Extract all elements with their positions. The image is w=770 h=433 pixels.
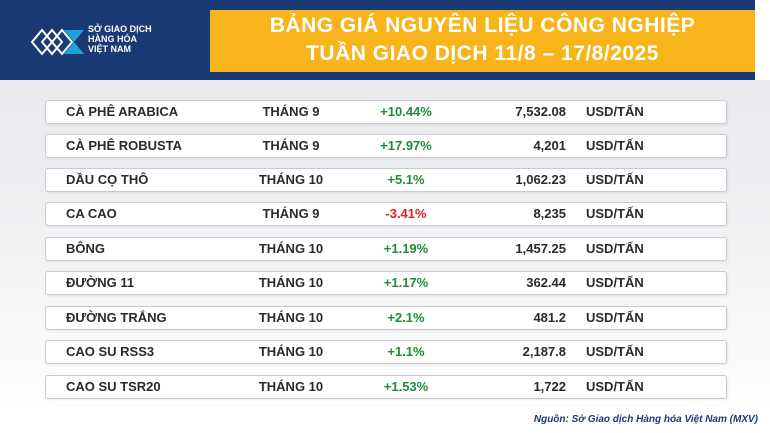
commodity-name: CAO SU RSS3 — [66, 344, 155, 359]
price-value: 4,201 — [533, 138, 566, 153]
table-row: CA CAO THÁNG 9 -3.41% 8,235 USD/TẤN — [45, 202, 727, 226]
contract-month: THÁNG 10 — [258, 310, 324, 325]
price-unit: USD/TẤN — [586, 379, 644, 394]
price-value: 481.2 — [533, 310, 566, 325]
price-change: +5.1% — [387, 172, 425, 187]
mxv-logo-icon — [30, 28, 84, 56]
price-value: 2,187.8 — [522, 344, 566, 359]
commodity-name: DẦU CỌ THÔ — [66, 172, 149, 187]
commodity-name: CA CAO — [66, 206, 117, 221]
contract-month: THÁNG 9 — [262, 138, 320, 153]
price-value: 7,532.08 — [515, 104, 566, 119]
logo-line-2: HÀNG HÓA — [88, 34, 137, 44]
price-unit: USD/TẤN — [586, 172, 644, 187]
price-unit: USD/TẤN — [586, 241, 644, 256]
commodity-name: BÔNG — [66, 241, 105, 256]
table-row: ĐƯỜNG TRẮNG THÁNG 10 +2.1% 481.2 USD/TẤN — [45, 306, 727, 330]
table-row: CÀ PHÊ ROBUSTA THÁNG 9 +17.97% 4,201 USD… — [45, 134, 727, 158]
commodity-name: CAO SU TSR20 — [66, 379, 161, 394]
source-note: Nguồn: Sở Giao dịch Hàng hóa Việt Nam (M… — [533, 414, 758, 425]
contract-month: THÁNG 10 — [258, 379, 324, 394]
table-row: CAO SU TSR20 THÁNG 10 +1.53% 1,722 USD/T… — [45, 375, 727, 399]
logo-text: SỞ GIAO DỊCH HÀNG HÓA VIỆT NAM — [88, 24, 152, 54]
contract-month: THÁNG 9 — [262, 104, 320, 119]
table-row: CÀ PHÊ ARABICA THÁNG 9 +10.44% 7,532.08 … — [45, 100, 727, 124]
commodity-name: ĐƯỜNG 11 — [66, 275, 135, 290]
price-value: 1,062.23 — [515, 172, 566, 187]
mxv-logo: SỞ GIAO DỊCH HÀNG HÓA VIỆT NAM — [10, 10, 210, 72]
title-line-2: TUẦN GIAO DỊCH 11/8 – 17/8/2025 — [306, 42, 659, 65]
price-change: +17.97% — [380, 138, 432, 153]
commodity-name: CÀ PHÊ ROBUSTA — [66, 138, 183, 153]
commodity-name: ĐƯỜNG TRẮNG — [66, 310, 167, 325]
price-change: +1.17% — [383, 275, 429, 290]
logo-line-3: VIỆT NAM — [88, 44, 132, 54]
table-row: DẦU CỌ THÔ THÁNG 10 +5.1% 1,062.23 USD/T… — [45, 168, 727, 192]
price-change: +1.19% — [383, 241, 429, 256]
price-unit: USD/TẤN — [586, 275, 644, 290]
contract-month: THÁNG 10 — [258, 172, 324, 187]
table-row: CAO SU RSS3 THÁNG 10 +1.1% 2,187.8 USD/T… — [45, 340, 727, 364]
price-unit: USD/TẤN — [586, 206, 644, 221]
logo-line-1: SỞ GIAO DỊCH — [88, 24, 152, 34]
table-row: BÔNG THÁNG 10 +1.19% 1,457.25 USD/TẤN — [45, 237, 727, 261]
price-value: 8,235 — [533, 206, 566, 221]
price-unit: USD/TẤN — [586, 104, 644, 119]
price-unit: USD/TẤN — [586, 138, 644, 153]
header-banner: SỞ GIAO DỊCH HÀNG HÓA VIỆT NAM BẢNG GIÁ … — [0, 0, 755, 80]
price-change: +2.1% — [387, 310, 425, 325]
price-change: +1.1% — [387, 344, 425, 359]
contract-month: THÁNG 9 — [262, 206, 320, 221]
table-row: ĐƯỜNG 11 THÁNG 10 +1.17% 362.44 USD/TẤN — [45, 271, 727, 295]
price-unit: USD/TẤN — [586, 344, 644, 359]
contract-month: THÁNG 10 — [258, 241, 324, 256]
contract-month: THÁNG 10 — [258, 275, 324, 290]
price-change: +1.53% — [383, 379, 429, 394]
commodity-name: CÀ PHÊ ARABICA — [66, 104, 179, 119]
title-line-1: BẢNG GIÁ NGUYÊN LIỆU CÔNG NGHIỆP — [269, 14, 696, 37]
price-value: 1,457.25 — [515, 241, 566, 256]
price-value: 362.44 — [526, 275, 566, 290]
price-value: 1,722 — [533, 379, 566, 394]
price-change: -3.41% — [385, 206, 427, 221]
title-band — [210, 10, 755, 72]
contract-month: THÁNG 10 — [258, 344, 324, 359]
price-change: +10.44% — [380, 104, 432, 119]
price-unit: USD/TẤN — [586, 310, 644, 325]
